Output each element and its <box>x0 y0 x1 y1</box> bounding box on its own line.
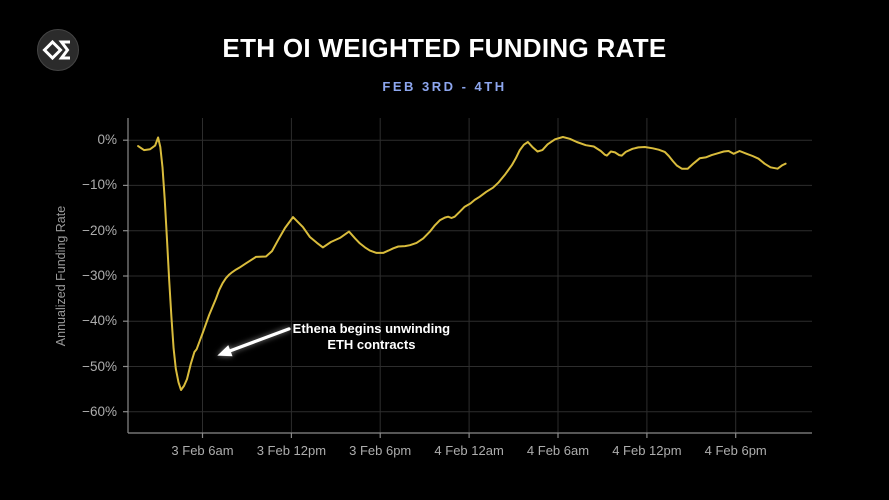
annotation-line-1: Ethena begins unwinding <box>292 321 451 337</box>
annotation-arrow-head <box>217 345 233 357</box>
y-tick-label: −30% <box>82 268 117 283</box>
annotation-line-2: ETH contracts <box>327 337 416 353</box>
y-tick-label: −10% <box>82 177 117 193</box>
sigma-diamond-logo-icon <box>37 29 79 71</box>
chart-title: ETH OI WEIGHTED FUNDING RATE <box>222 33 667 63</box>
x-tick-label: 3 Feb 12pm <box>256 443 327 458</box>
x-tick-label: 4 Feb 6pm <box>704 443 767 458</box>
chart-subtitle: FEB 3RD - 4TH <box>382 79 507 94</box>
annotation-arrow <box>217 327 291 357</box>
annotation-label: Ethena begins unwinding ETH contracts <box>251 321 491 353</box>
annotation-arrow-shaft <box>228 327 291 353</box>
y-tick-label: −50% <box>82 358 117 374</box>
y-tick-label: −20% <box>82 222 117 238</box>
x-tick-label: 4 Feb 6am <box>526 443 590 458</box>
x-tick-label: 3 Feb 6pm <box>349 443 412 458</box>
y-tick-label: 0% <box>97 132 117 148</box>
x-tick-label: 4 Feb 12pm <box>612 443 682 458</box>
y-tick-label: −40% <box>82 313 117 329</box>
y-tick-label: −60% <box>82 403 117 419</box>
sigma-diamond-logo <box>37 29 79 71</box>
x-tick-label: 4 Feb 12am <box>434 443 504 458</box>
funding-rate-line <box>137 136 787 391</box>
x-tick-label: 3 Feb 6am <box>171 443 234 458</box>
